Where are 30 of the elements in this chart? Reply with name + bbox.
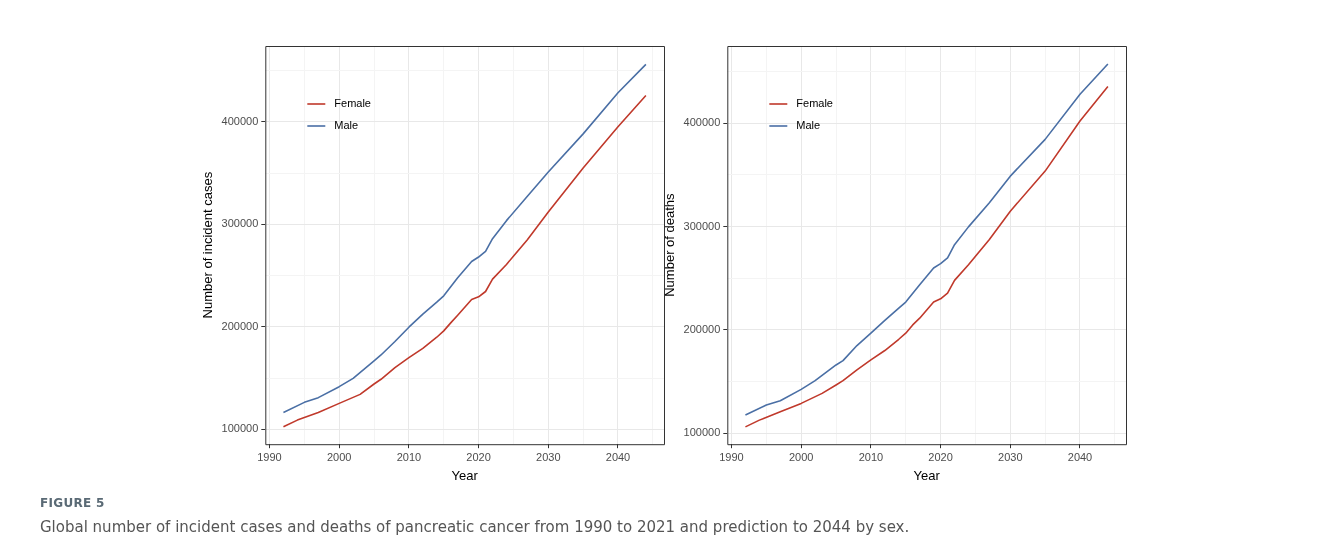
y-tick-label: 100000 [221, 422, 259, 435]
x-tick-label: 2040 [1067, 450, 1093, 463]
text: Global number of incident cases and deaths of pancreatic cancer from 1990 to 2021 and prediction to 2044 by sex. [40, 518, 910, 536]
x-tick-label: 2010 [396, 450, 422, 463]
y-tick-label: 300000 [683, 219, 721, 232]
x-axis-title: Year [913, 467, 941, 483]
x-tick-label: 1990 [719, 450, 744, 463]
legend-label: Female [796, 97, 833, 110]
x-tick-label: 2010 [858, 450, 884, 463]
legend-label: Male [334, 119, 359, 132]
x-tick-label: 2020 [466, 450, 491, 463]
legend-label: Female [334, 97, 371, 110]
y-tick-label: 200000 [221, 319, 259, 332]
y-axis-title: Number of deaths [662, 192, 678, 297]
y-tick-label: 400000 [221, 114, 259, 127]
y-tick-label: 300000 [221, 217, 259, 230]
x-axis-title: Year [451, 467, 479, 483]
x-tick-label: 2030 [998, 450, 1023, 463]
y-tick-label: 200000 [683, 322, 721, 335]
x-tick-label: 2020 [928, 450, 953, 463]
y-axis-title: Number of incident cases [200, 171, 216, 319]
x-tick-label: 1990 [257, 450, 282, 463]
legend-label: Male [796, 119, 821, 132]
y-tick-label: 400000 [683, 116, 721, 129]
x-tick-label: 2000 [326, 450, 352, 463]
caption: FIGURE 5 [40, 496, 106, 510]
x-tick-label: 2000 [788, 450, 814, 463]
x-tick-label: 2040 [605, 450, 631, 463]
y-tick-label: 100000 [683, 426, 721, 439]
x-tick-label: 2030 [536, 450, 561, 463]
